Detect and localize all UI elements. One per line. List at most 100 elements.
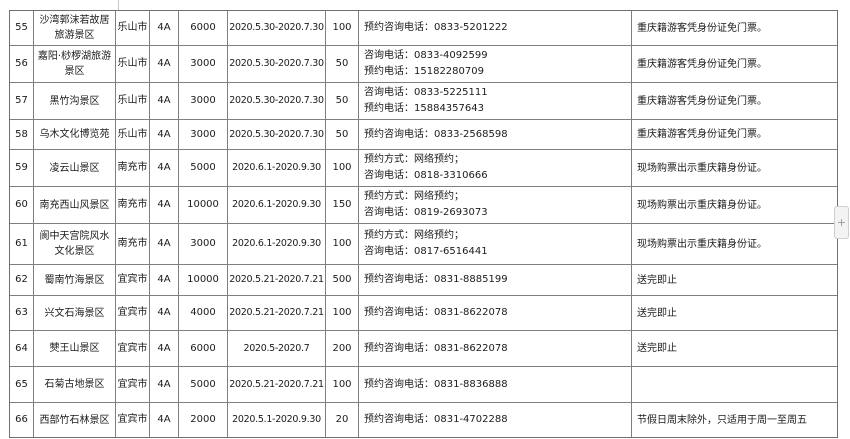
validity-period: 2020.5.21-2020.7.21 <box>228 296 326 330</box>
table-row: 66 西部竹石林景区 宜宾市 4A 2000 2020.5.1-2020.9.3… <box>10 403 837 437</box>
table-row: 55 沙湾郭沫若故居旅游景区 乐山市 4A 6000 2020.5.30-202… <box>10 11 837 46</box>
ticket-quantity: 10000 <box>179 265 228 295</box>
daily-limit: 50 <box>326 120 359 149</box>
grade: 4A <box>150 46 179 82</box>
scenic-spot-name: 凌云山景区 <box>34 150 116 186</box>
daily-limit: 50 <box>326 46 359 82</box>
remark: 送完即止 <box>637 307 677 319</box>
contact-line-1: 预约咨询电话：0833-2568598 <box>364 128 508 140</box>
contact-line-1: 预约咨询电话：0833-5201222 <box>364 22 508 33</box>
daily-limit: 100 <box>326 150 359 186</box>
row-number: 63 <box>10 296 34 330</box>
contact-line-2: 预约电话：15182280709 <box>364 66 484 77</box>
scenic-spot-name: 黑竹沟景区 <box>34 83 116 119</box>
contact-line-1: 预约咨询电话：0831-4702288 <box>364 414 508 425</box>
contact-info: 预约咨询电话：0831-8885199 <box>359 265 632 295</box>
city: 南充市 <box>116 187 150 223</box>
table-row: 58 乌木文化博览苑 乐山市 4A 3000 2020.5.30-2020.7.… <box>10 120 837 150</box>
ticket-quantity: 3000 <box>179 83 228 119</box>
daily-limit: 200 <box>326 331 359 366</box>
contact-line-2: 咨询电话：0817-6516441 <box>364 246 488 257</box>
validity-period: 2020.5-2020.7 <box>228 331 326 366</box>
city: 宜宾市 <box>116 367 150 402</box>
ticket-quantity: 5000 <box>179 367 228 402</box>
remark: 送完即止 <box>637 274 677 286</box>
grade: 4A <box>150 224 179 264</box>
daily-limit: 500 <box>326 265 359 295</box>
ticket-quantity: 4000 <box>179 296 228 330</box>
remark: 重庆籍游客凭身份证免门票。 <box>637 58 767 70</box>
contact-line-1: 预约咨询电话：0831-8836888 <box>364 378 508 390</box>
contact-line-1: 预约方式：网络预约； <box>364 154 464 165</box>
remark: 送完即止 <box>637 343 677 354</box>
scenic-spot-name: 乌木文化博览苑 <box>34 120 116 149</box>
city: 宜宾市 <box>116 331 150 366</box>
validity-period: 2020.5.30-2020.7.30 <box>228 11 326 45</box>
daily-limit: 150 <box>326 187 359 223</box>
ticket-quantity: 3000 <box>179 224 228 264</box>
contact-info: 预约咨询电话：0833-2568598 <box>359 120 632 149</box>
validity-period: 2020.5.30-2020.7.30 <box>228 46 326 82</box>
contact-info: 预约咨询电话：0831-8622078 <box>359 296 632 330</box>
contact-line-1: 咨询电话：0833-4092599 <box>364 50 488 61</box>
remark: 重庆籍游客凭身份证免门票。 <box>637 129 767 140</box>
scenic-spot-name: 蜀南竹海景区 <box>34 265 116 295</box>
scenic-spot-name: 西部竹石林景区 <box>34 403 116 437</box>
scenic-spot-name: 僰王山景区 <box>34 331 116 366</box>
grade: 4A <box>150 11 179 45</box>
row-number: 62 <box>10 265 34 295</box>
plus-button[interactable]: + <box>834 206 849 239</box>
grade: 4A <box>150 265 179 295</box>
contact-info: 预约咨询电话：0831-8622078 <box>359 331 632 366</box>
contact-line-2: 咨询电话：0819-2693073 <box>364 207 488 218</box>
ticket-quantity: 2000 <box>179 403 228 437</box>
table-row: 65 石菊古地景区 宜宾市 4A 5000 2020.5.21-2020.7.2… <box>10 367 837 403</box>
table-row: 60 南充西山风景区 南充市 4A 10000 2020.6.1-2020.9.… <box>10 187 837 224</box>
scenic-spot-name: 南充西山风景区 <box>34 187 116 223</box>
row-number: 60 <box>10 187 34 223</box>
remark: 重庆籍游客凭身份证免门票。 <box>637 22 767 34</box>
row-number: 56 <box>10 46 34 82</box>
daily-limit: 100 <box>326 224 359 264</box>
city: 宜宾市 <box>116 265 150 295</box>
scenic-spot-name: 沙湾郭沫若故居旅游景区 <box>34 11 116 45</box>
ticket-quantity: 3000 <box>179 120 228 149</box>
daily-limit: 20 <box>326 403 359 437</box>
contact-line-1: 预约方式：网络预约； <box>364 191 464 202</box>
top-gridline-artifact <box>118 0 119 10</box>
contact-info: 预约方式：网络预约； 咨询电话：0819-2693073 <box>359 187 632 223</box>
scenic-spot-name: 嘉阳·桫椤湖旅游景区 <box>34 46 116 82</box>
table-row: 56 嘉阳·桫椤湖旅游景区 乐山市 4A 3000 2020.5.30-2020… <box>10 46 837 83</box>
table-row: 64 僰王山景区 宜宾市 4A 6000 2020.5-2020.7 200 预… <box>10 331 837 367</box>
ticket-quantity: 5000 <box>179 150 228 186</box>
contact-line-1: 预约咨询电话：0831-8885199 <box>364 274 508 285</box>
validity-period: 2020.5.30-2020.7.30 <box>228 120 326 149</box>
city: 南充市 <box>116 150 150 186</box>
remark: 重庆籍游客凭身份证免门票。 <box>637 95 767 107</box>
table-row: 63 兴文石海景区 宜宾市 4A 4000 2020.5.21-2020.7.2… <box>10 296 837 331</box>
row-number: 64 <box>10 331 34 366</box>
grade: 4A <box>150 150 179 186</box>
row-number: 55 <box>10 11 34 45</box>
table-row: 61 阆中天宫院风水文化景区 南充市 4A 3000 2020.6.1-2020… <box>10 224 837 265</box>
scenic-spot-name: 阆中天宫院风水文化景区 <box>34 224 116 264</box>
row-number: 57 <box>10 83 34 119</box>
contact-info: 预约咨询电话：0833-5201222 <box>359 11 632 45</box>
validity-period: 2020.6.1-2020.9.30 <box>228 187 326 223</box>
validity-period: 2020.5.21-2020.7.21 <box>228 367 326 402</box>
scenic-spot-name: 石菊古地景区 <box>34 367 116 402</box>
contact-line-2: 预约电话：15884357643 <box>364 103 484 114</box>
contact-line-2: 咨询电话：0818-3310666 <box>364 170 488 181</box>
city: 乐山市 <box>116 11 150 45</box>
attractions-table: 55 沙湾郭沫若故居旅游景区 乐山市 4A 6000 2020.5.30-202… <box>9 10 838 438</box>
contact-info: 咨询电话：0833-5225111 预约电话：15884357643 <box>359 83 632 119</box>
remark: 节假日周末除外，只适用于周一至周五 <box>637 414 807 426</box>
remark <box>632 367 837 402</box>
row-number: 66 <box>10 403 34 437</box>
contact-line-1: 咨询电话：0833-5225111 <box>364 87 488 98</box>
ticket-quantity: 6000 <box>179 331 228 366</box>
contact-info: 预约方式：网络预约； 咨询电话：0818-3310666 <box>359 150 632 186</box>
row-number: 65 <box>10 367 34 402</box>
row-number: 58 <box>10 120 34 149</box>
plus-icon: + <box>836 216 847 229</box>
